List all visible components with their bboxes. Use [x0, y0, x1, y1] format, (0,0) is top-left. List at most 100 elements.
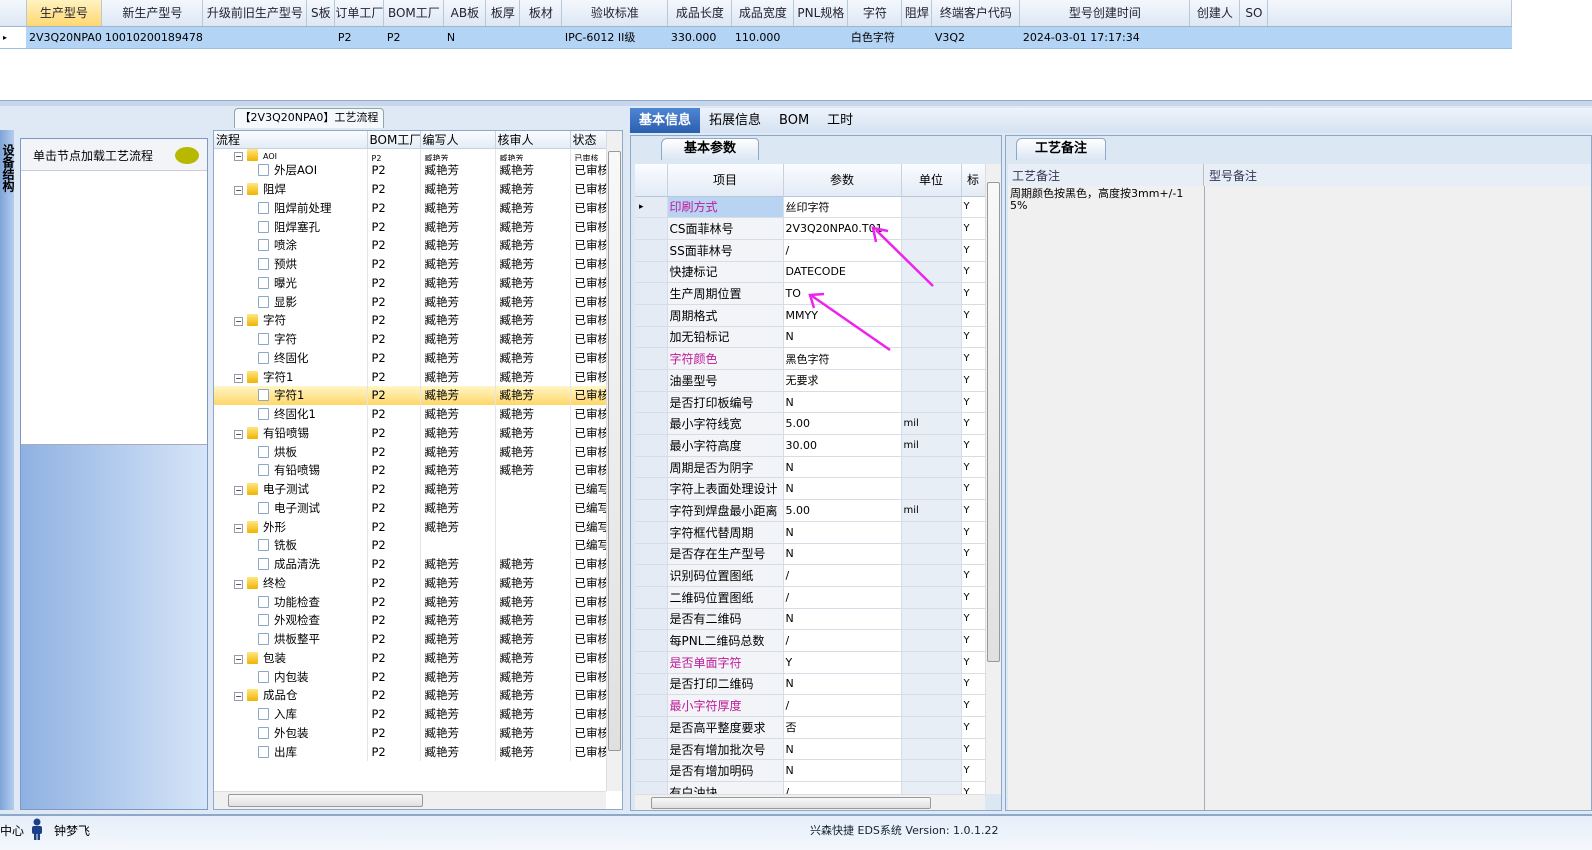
- tree-row[interactable]: 功能检查 P2 臧艳芳 臧艳芳 已审核: [214, 592, 607, 611]
- tree-row[interactable]: − 字符1 P2 臧艳芳 臧艳芳 已审核: [214, 367, 607, 386]
- collapse-icon[interactable]: −: [234, 654, 243, 664]
- cell[interactable]: [202, 26, 307, 49]
- tree-node[interactable]: 外观检查: [214, 611, 368, 630]
- tab-process-notes[interactable]: 工艺备注: [1016, 138, 1106, 160]
- tree-row[interactable]: − 电子测试 P2 臧艳芳 已编写: [214, 479, 607, 499]
- col-header[interactable]: BOM工厂: [383, 0, 445, 27]
- tree-node[interactable]: 出库: [214, 742, 368, 761]
- tree-row[interactable]: 入库 P2 臧艳芳 臧艳芳 已审核: [214, 704, 607, 724]
- nav-hint[interactable]: 单击节点加载工艺流程: [21, 139, 207, 171]
- tree-row[interactable]: 喷涂 P2 臧艳芳 臧艳芳 已审核: [214, 236, 607, 255]
- tree-node[interactable]: − 终检: [214, 573, 368, 593]
- cell[interactable]: 10010200189478: [101, 26, 203, 49]
- tree-node[interactable]: 内包装: [214, 667, 368, 686]
- tree-row[interactable]: 外观检查 P2 臧艳芳 臧艳芳 已审核: [214, 611, 607, 630]
- tree-row[interactable]: 阻焊前处理 P2 臧艳芳 臧艳芳 已审核: [214, 198, 607, 218]
- cell[interactable]: [793, 26, 848, 49]
- param-value[interactable]: 2V3Q20NPA0.T01: [783, 217, 902, 240]
- tree-node[interactable]: 成品清洗: [214, 554, 368, 574]
- tab-1[interactable]: 拓展信息: [709, 113, 762, 128]
- param-row[interactable]: 有白油块 / Y: [635, 781, 985, 794]
- cell[interactable]: [485, 26, 520, 49]
- row-indicator[interactable]: [635, 391, 668, 414]
- collapse-icon[interactable]: −: [234, 373, 243, 383]
- tree-row[interactable]: − 成品仓 P2 臧艳芳 臧艳芳 已审核: [214, 686, 607, 705]
- tree-row[interactable]: − 阻焊 P2 臧艳芳 臧艳芳 已审核: [214, 179, 607, 199]
- col-header[interactable]: S板: [306, 0, 336, 27]
- param-row[interactable]: 是否打印二维码 N Y: [635, 673, 985, 696]
- cell[interactable]: P2: [334, 26, 384, 49]
- tree-row[interactable]: 阻焊塞孔 P2 臧艳芳 臧艳芳 已审核: [214, 217, 607, 236]
- row-indicator[interactable]: [635, 738, 668, 761]
- cell[interactable]: N: [443, 26, 486, 49]
- row-indicator[interactable]: [635, 499, 668, 522]
- tree-row[interactable]: 终固化 P2 臧艳芳 臧艳芳 已审核: [214, 348, 607, 368]
- param-value[interactable]: 5.00: [783, 412, 902, 436]
- col-header[interactable]: 终端客户代码: [931, 0, 1021, 27]
- param-value[interactable]: /: [783, 694, 902, 717]
- param-row[interactable]: 是否有二维码 N Y: [635, 608, 985, 631]
- param-row[interactable]: 是否存在生产型号 N Y: [635, 543, 985, 566]
- param-row[interactable]: 每PNL二维码总数 / Y: [635, 629, 985, 652]
- cell[interactable]: [901, 26, 932, 49]
- param-row[interactable]: 是否有增加明码 N Y: [635, 759, 985, 783]
- param-value[interactable]: /: [783, 239, 902, 262]
- param-row[interactable]: 周期格式 MMYY Y: [635, 304, 985, 327]
- col-header[interactable]: 成品宽度: [731, 0, 795, 27]
- collapse-icon[interactable]: −: [234, 579, 243, 589]
- cell[interactable]: IPC-6012 II级: [561, 26, 668, 49]
- param-row[interactable]: 最小字符线宽 5.00 mil Y: [635, 412, 985, 436]
- tree-node[interactable]: 显影: [214, 292, 368, 311]
- param-value[interactable]: /: [783, 586, 902, 609]
- param-row[interactable]: 最小字符高度 30.00 mil Y: [635, 434, 985, 457]
- tree-vscrollbar[interactable]: [606, 131, 622, 791]
- tree-row[interactable]: 内包装 P2 臧艳芳 臧艳芳 已审核: [214, 667, 607, 686]
- side-tab[interactable]: 设备结构: [0, 130, 15, 810]
- tree-node[interactable]: − 包装: [214, 648, 368, 668]
- cell[interactable]: 110.000: [731, 26, 794, 49]
- cell[interactable]: [1239, 26, 1268, 49]
- param-value[interactable]: N: [783, 759, 902, 783]
- param-row[interactable]: 字符框代替周期 N Y: [635, 521, 985, 544]
- tab-2[interactable]: BOM: [779, 113, 810, 128]
- row-indicator[interactable]: [635, 694, 668, 717]
- row-indicator[interactable]: [635, 716, 668, 739]
- tree-row[interactable]: 铣板 P2 已编写: [214, 536, 607, 555]
- tree-row[interactable]: 字符 P2 臧艳芳 臧艳芳 已审核: [214, 329, 607, 349]
- tree-row[interactable]: 字符1 P2 臧艳芳 臧艳芳 已审核: [214, 386, 607, 405]
- tree-node[interactable]: 曝光: [214, 273, 368, 293]
- param-row[interactable]: 是否打印板编号 N Y: [635, 391, 985, 414]
- tree-node[interactable]: − 外形: [214, 517, 368, 536]
- col-header[interactable]: 成品长度: [667, 0, 733, 27]
- param-col-header[interactable]: 标: [961, 164, 985, 197]
- col-header[interactable]: PNL规格: [793, 0, 849, 27]
- row-indicator[interactable]: [635, 781, 668, 794]
- param-col-header[interactable]: 单位: [901, 164, 962, 197]
- params-hscrollbar[interactable]: [635, 794, 985, 810]
- col-header[interactable]: 升级前旧生产型号: [202, 0, 308, 27]
- tree-node[interactable]: 字符1: [214, 386, 368, 405]
- tree-node[interactable]: − 字符1: [214, 367, 368, 386]
- row-indicator[interactable]: [635, 282, 668, 305]
- tree-col-header[interactable]: 核审人: [495, 131, 571, 149]
- tree-row[interactable]: 终固化1 P2 臧艳芳 臧艳芳 已审核: [214, 404, 607, 424]
- tree-row[interactable]: 成品清洗 P2 臧艳芳 臧艳芳 已审核: [214, 554, 607, 574]
- tree-col-header[interactable]: BOM工厂: [367, 131, 421, 149]
- param-value[interactable]: N: [783, 477, 902, 501]
- params-vscrollbar[interactable]: [985, 164, 1001, 794]
- tree-node[interactable]: 终固化1: [214, 404, 368, 424]
- param-value[interactable]: N: [783, 391, 902, 414]
- tree-hscrollbar[interactable]: [214, 791, 606, 809]
- param-value[interactable]: N: [783, 326, 902, 349]
- tree-node[interactable]: 烘板整平: [214, 629, 368, 649]
- tree-node[interactable]: − AOI: [214, 148, 368, 161]
- collapse-icon[interactable]: −: [234, 317, 243, 327]
- cell[interactable]: [1189, 26, 1240, 49]
- cell[interactable]: 330.000: [667, 26, 732, 49]
- row-indicator[interactable]: [635, 629, 668, 652]
- param-value[interactable]: 否: [783, 716, 902, 739]
- col-header[interactable]: 板厚: [485, 0, 521, 27]
- row-indicator[interactable]: [635, 261, 668, 284]
- process-notes-text[interactable]: 周期颜色按黑色，高度按3mm+/-15%: [1010, 187, 1184, 212]
- tree-row[interactable]: − 有铅喷锡 P2 臧艳芳 臧艳芳 已审核: [214, 423, 607, 443]
